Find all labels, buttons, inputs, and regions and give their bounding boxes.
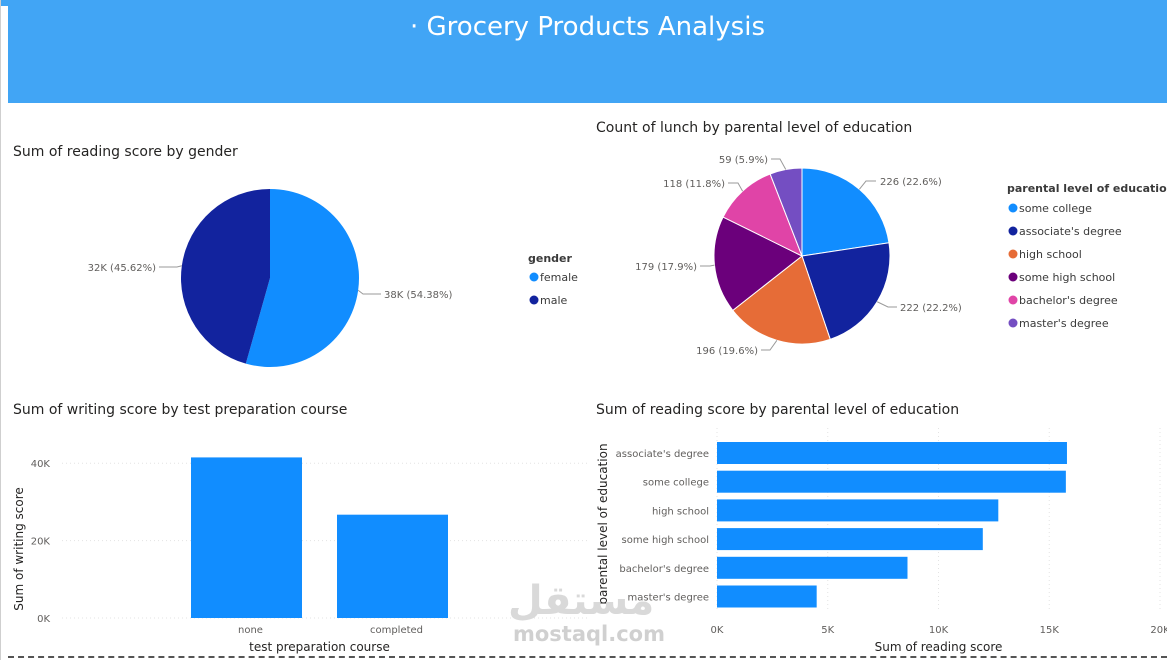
legend-marker[interactable] — [529, 272, 539, 282]
watermark-logo: مستقل — [508, 578, 655, 624]
legend-marker[interactable] — [1008, 249, 1018, 259]
data-label: 32K (45.62%) — [88, 263, 156, 274]
data-label: 118 (11.8%) — [663, 179, 725, 190]
data-label-leader — [357, 289, 381, 295]
legend-item[interactable]: some college — [1019, 202, 1092, 215]
x-tick-label: 5K — [821, 625, 834, 636]
data-label: 38K (54.38%) — [384, 290, 452, 301]
x-tick-label: 0K — [711, 625, 724, 636]
x-axis-title: Sum of reading score — [875, 640, 1003, 654]
data-label-leader — [858, 180, 876, 190]
legend-marker[interactable] — [1008, 318, 1018, 328]
x-tick-label: none — [238, 625, 263, 636]
data-label-leader — [728, 182, 744, 192]
data-label: 179 (17.9%) — [635, 262, 697, 273]
legend-item[interactable]: high school — [1019, 248, 1082, 261]
legend-marker[interactable] — [1008, 272, 1018, 282]
report-header: · Grocery Products Analysis — [8, 0, 1167, 103]
y-tick-label: master's degree — [628, 593, 709, 604]
y-tick-label: some college — [643, 478, 709, 489]
bar-some-high-school[interactable] — [717, 528, 983, 551]
legend-marker[interactable] — [529, 295, 539, 305]
data-label-leader — [771, 158, 787, 170]
page-bottom-divider — [8, 656, 1167, 658]
pie-slice-female[interactable] — [245, 189, 360, 367]
y-tick-label: some high school — [622, 535, 709, 546]
legend-item[interactable]: associate's degree — [1019, 225, 1122, 238]
page-title: · Grocery Products Analysis — [410, 12, 765, 42]
legend-marker[interactable] — [1008, 203, 1018, 213]
pie-slice-some-high-school[interactable] — [713, 216, 803, 312]
chart-title: Count of lunch by parental level of educ… — [596, 120, 912, 136]
chart-title: Sum of writing score by test preparation… — [13, 402, 347, 418]
bar-none[interactable] — [191, 457, 302, 618]
bar-high-school[interactable] — [717, 499, 999, 522]
bar-associate-s-degree[interactable] — [717, 442, 1067, 464]
watermark-url: mostaql.com — [513, 622, 665, 646]
x-tick-label: completed — [370, 625, 423, 636]
y-axis-title: parental level of education — [596, 443, 610, 604]
data-label-leader — [876, 301, 897, 308]
pie-slice-master-s-degree[interactable] — [769, 167, 803, 257]
bar-completed[interactable] — [337, 514, 448, 618]
bar-master-s-degree[interactable] — [717, 585, 817, 608]
y-axis-title: Sum of writing score — [12, 487, 26, 611]
y-tick-label: high school — [652, 506, 709, 517]
legend-item[interactable]: master's degree — [1019, 317, 1109, 330]
y-tick-label: 0K — [37, 614, 50, 625]
y-tick-label: bachelor's degree — [619, 564, 709, 575]
legend-item[interactable]: some high school — [1019, 271, 1115, 284]
data-label: 226 (22.6%) — [880, 177, 942, 188]
legend-item[interactable]: bachelor's degree — [1019, 294, 1118, 307]
legend-marker[interactable] — [1008, 295, 1018, 305]
data-label: 59 (5.9%) — [719, 155, 768, 166]
x-tick-label: 10K — [929, 625, 949, 636]
chart-title: Sum of reading score by parental level o… — [596, 402, 959, 418]
pie-slice-some-college[interactable] — [801, 167, 890, 257]
x-tick-label: 20K — [1150, 625, 1167, 636]
legend-title: parental level of education — [1007, 182, 1167, 195]
x-tick-label: 15K — [1040, 625, 1060, 636]
data-label-leader — [700, 264, 715, 267]
bar-bachelor-s-degree[interactable] — [717, 556, 908, 579]
y-tick-label: 40K — [31, 459, 51, 470]
pie-slice-male[interactable] — [181, 189, 270, 364]
legend-title: gender — [528, 252, 573, 265]
y-tick-label: associate's degree — [616, 449, 709, 460]
data-label: 196 (19.6%) — [696, 346, 758, 357]
chart-title: Sum of reading score by gender — [13, 144, 238, 160]
pie-slice-bachelor-s-degree[interactable] — [722, 173, 803, 258]
bar-some-college[interactable] — [717, 470, 1066, 493]
legend-item[interactable]: female — [540, 271, 578, 284]
data-label: 222 (22.2%) — [900, 303, 962, 314]
legend-marker[interactable] — [1008, 226, 1018, 236]
legend-item[interactable]: male — [540, 294, 568, 307]
data-label-leader — [761, 340, 778, 351]
x-axis-title: test preparation course — [249, 640, 390, 654]
data-label-leader — [159, 265, 182, 268]
y-tick-label: 20K — [31, 537, 51, 548]
